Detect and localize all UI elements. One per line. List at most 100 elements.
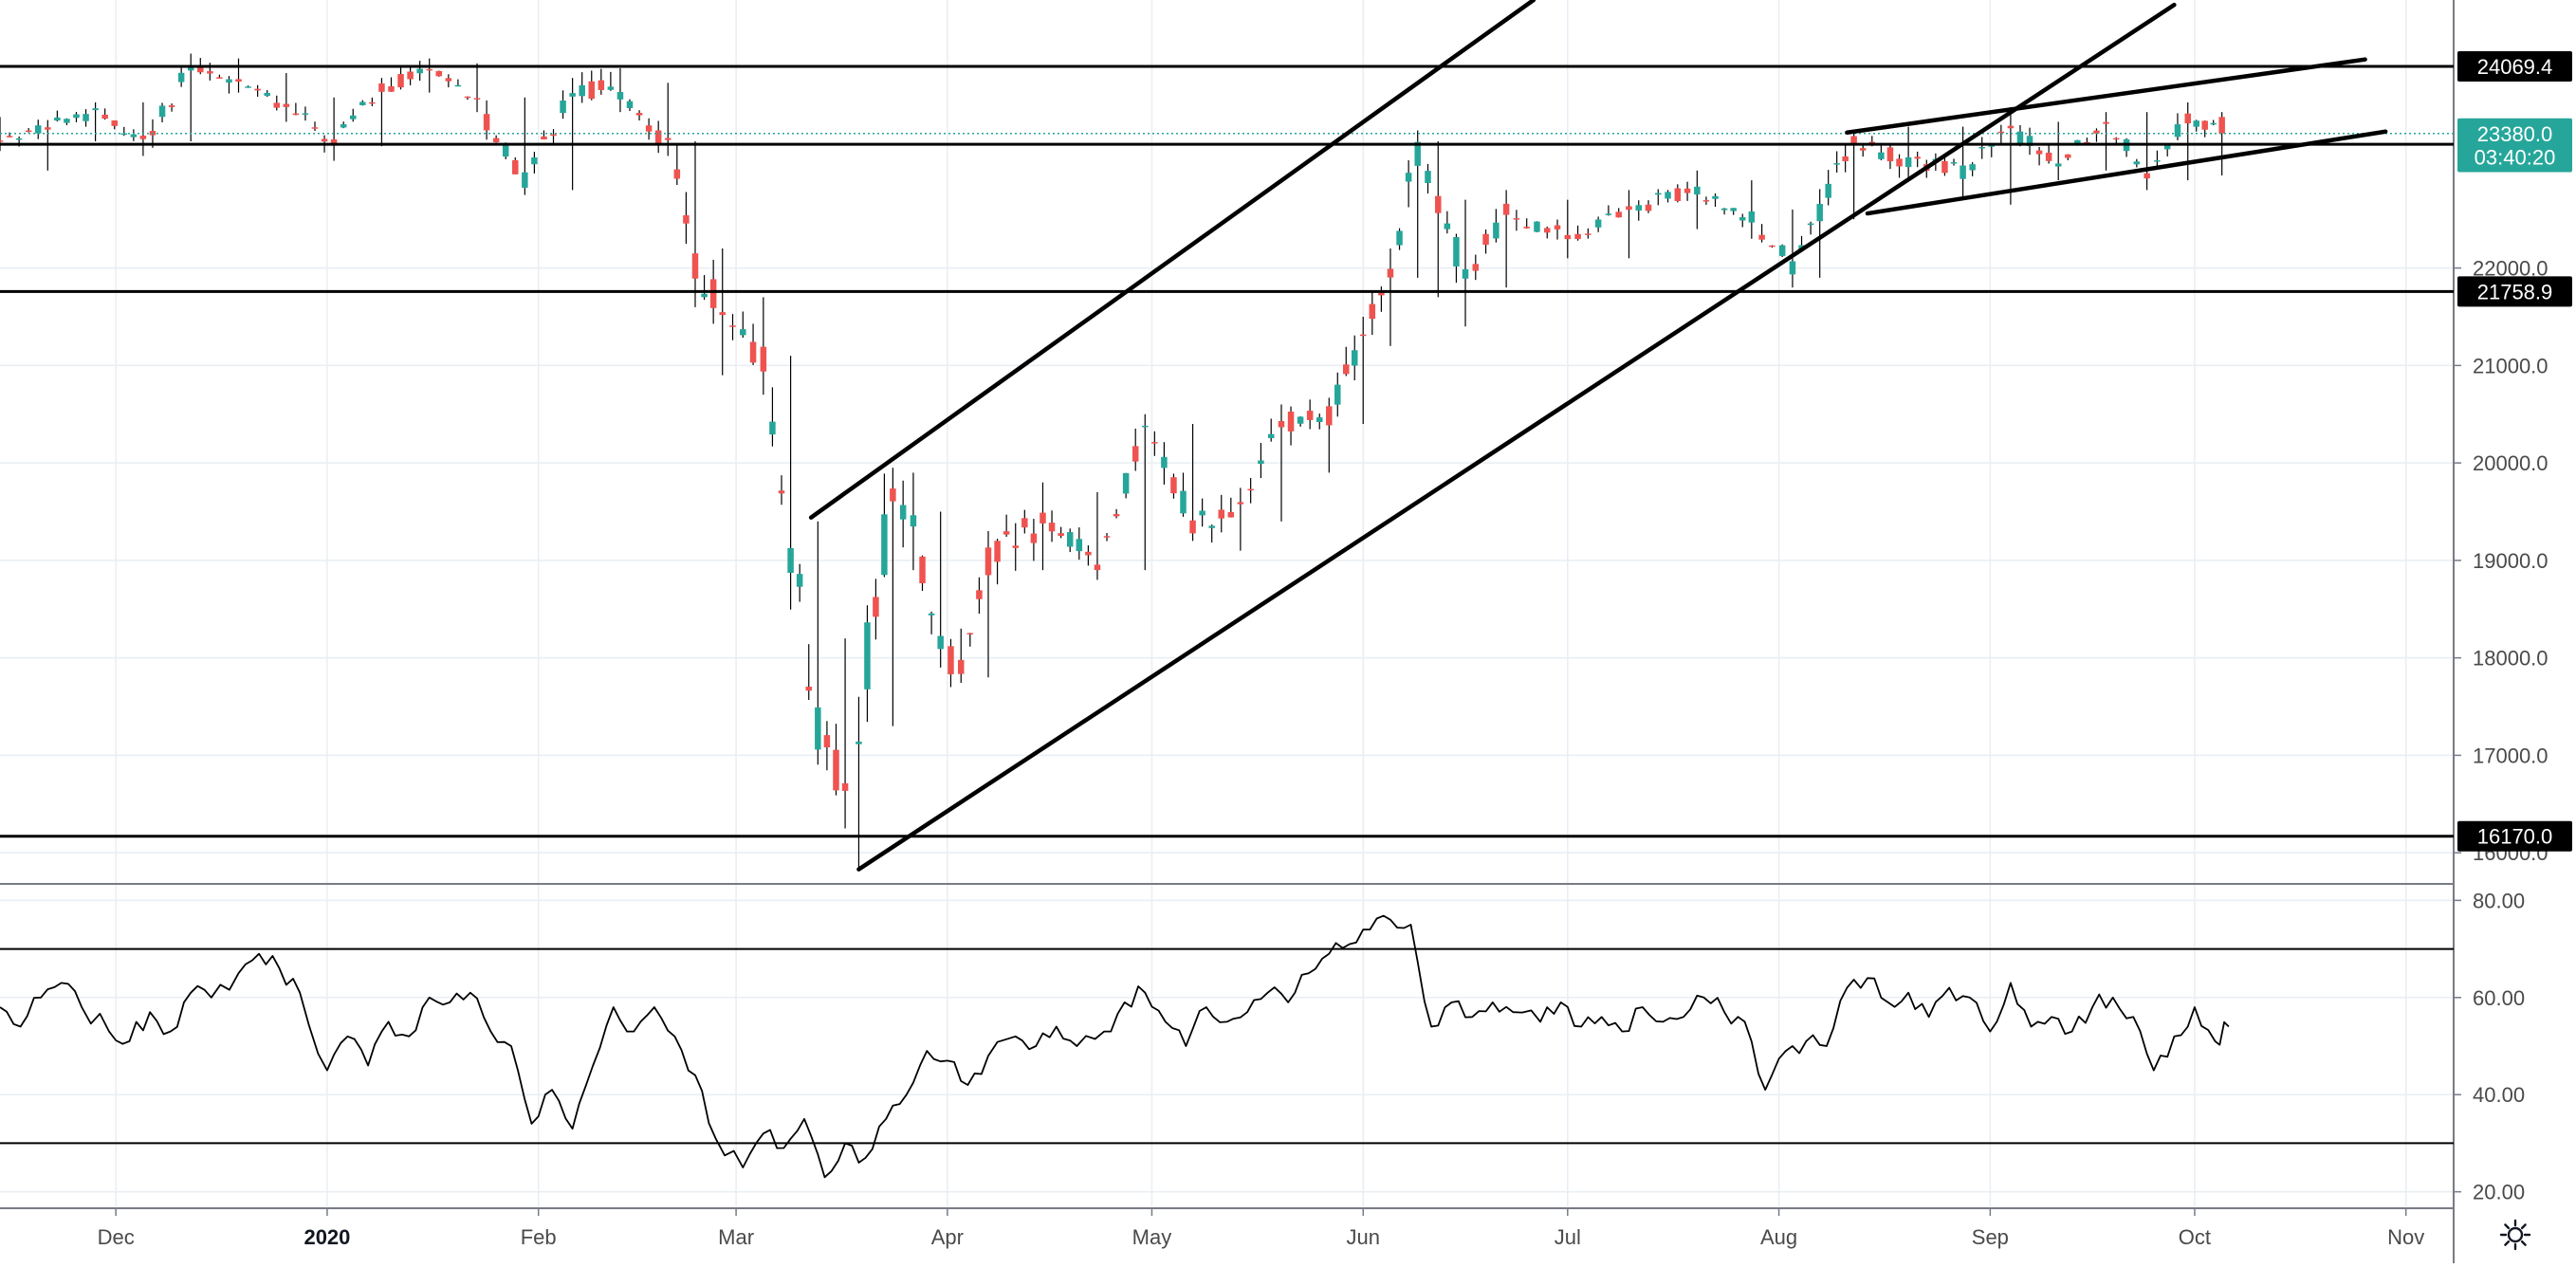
candle-down[interactable]	[1684, 188, 1691, 193]
candle-up[interactable]	[416, 68, 423, 74]
candle-down[interactable]	[111, 119, 118, 126]
candle-down[interactable]	[1326, 406, 1333, 426]
candle-down[interactable]	[598, 80, 605, 90]
candle-down[interactable]	[2065, 154, 2071, 158]
settings-button[interactable]	[2455, 1206, 2576, 1263]
candle-down[interactable]	[2144, 173, 2150, 179]
candle-down[interactable]	[919, 556, 926, 583]
candle-down[interactable]	[805, 687, 813, 691]
candle-up[interactable]	[579, 84, 585, 97]
candle-down[interactable]	[645, 125, 653, 132]
candle-up[interactable]	[1969, 164, 1976, 171]
candle-down[interactable]	[1085, 551, 1092, 556]
candle-up[interactable]	[1425, 171, 1431, 183]
candle-down[interactable]	[691, 253, 699, 279]
candle-down[interactable]	[1040, 512, 1046, 524]
candle-down[interactable]	[445, 78, 452, 82]
candle-down[interactable]	[1758, 234, 1765, 240]
candle-up[interactable]	[626, 101, 634, 108]
candle-up[interactable]	[2210, 122, 2217, 125]
candle-up[interactable]	[502, 143, 509, 157]
candle-up[interactable]	[130, 134, 138, 138]
candle-up[interactable]	[1635, 205, 1642, 211]
candle-down[interactable]	[1012, 545, 1019, 548]
candle-down[interactable]	[1850, 136, 1857, 146]
candle-down[interactable]	[283, 103, 290, 107]
candle-down[interactable]	[588, 81, 596, 100]
candle-down[interactable]	[957, 659, 965, 674]
candle-up[interactable]	[1878, 152, 1885, 159]
candle-down[interactable]	[966, 633, 974, 634]
candle-down[interactable]	[1132, 446, 1139, 462]
candle-down[interactable]	[749, 341, 757, 363]
trendline[interactable]	[808, 0, 1536, 520]
candle-down[interactable]	[2113, 138, 2120, 140]
trendlines[interactable]	[808, 0, 2388, 872]
candle-down[interactable]	[654, 130, 662, 144]
candle-down[interactable]	[948, 646, 954, 674]
candle-up[interactable]	[83, 114, 89, 121]
candle-down[interactable]	[1859, 148, 1867, 151]
candle-down[interactable]	[823, 735, 831, 748]
candle-up[interactable]	[158, 105, 166, 118]
candle-up[interactable]	[2133, 161, 2141, 165]
candle-up[interactable]	[1825, 183, 1831, 198]
candle-down[interactable]	[1941, 160, 1948, 174]
candle-down[interactable]	[1523, 227, 1530, 229]
candle-down[interactable]	[1914, 156, 1921, 159]
candle-up[interactable]	[92, 108, 99, 111]
candle-up[interactable]	[616, 92, 624, 100]
candle-up[interactable]	[1594, 219, 1602, 228]
candle-up[interactable]	[54, 117, 61, 121]
candle-up[interactable]	[1534, 221, 1540, 232]
candle-up[interactable]	[1833, 163, 1840, 165]
candle-up[interactable]	[560, 101, 566, 114]
candle-down[interactable]	[841, 782, 849, 791]
candle-up[interactable]	[2154, 160, 2161, 162]
candle-down[interactable]	[1151, 442, 1158, 444]
candle-up[interactable]	[1778, 245, 1786, 256]
candle-down[interactable]	[435, 70, 443, 77]
candle-up[interactable]	[1161, 456, 1168, 469]
candle-up[interactable]	[1180, 490, 1187, 514]
candle-up[interactable]	[769, 421, 776, 435]
candle-down[interactable]	[664, 138, 672, 140]
candle-down[interactable]	[168, 105, 175, 107]
candle-up[interactable]	[340, 124, 347, 128]
candle-up[interactable]	[1748, 211, 1756, 223]
candle-up[interactable]	[2016, 131, 2024, 145]
candle-down[interactable]	[1030, 533, 1038, 543]
candle-up[interactable]	[1208, 525, 1215, 528]
candle-down[interactable]	[254, 88, 261, 91]
candle-down[interactable]	[1048, 523, 1056, 532]
candle-up[interactable]	[910, 515, 917, 527]
candle-down[interactable]	[1842, 156, 1849, 161]
candle-down[interactable]	[541, 136, 547, 140]
candle-down[interactable]	[709, 279, 717, 308]
candle-down[interactable]	[1103, 536, 1111, 538]
candle-up[interactable]	[302, 113, 309, 115]
candle-down[interactable]	[25, 130, 32, 133]
candle-down[interactable]	[1502, 203, 1510, 215]
candle-up[interactable]	[856, 741, 862, 744]
candle-up[interactable]	[815, 707, 821, 750]
candle-down[interactable]	[2093, 130, 2100, 134]
candle-down[interactable]	[330, 138, 338, 146]
candle-up[interactable]	[881, 514, 888, 576]
candle-down[interactable]	[1278, 420, 1285, 428]
candle-down[interactable]	[1645, 204, 1652, 211]
candle-down[interactable]	[550, 134, 557, 137]
trendline[interactable]	[1845, 57, 2367, 136]
candle-up[interactable]	[64, 119, 70, 123]
candle-down[interactable]	[1702, 200, 1710, 202]
candle-up[interactable]	[187, 65, 194, 71]
candle-up[interactable]	[1978, 146, 1985, 149]
candle-up[interactable]	[740, 329, 746, 336]
candle-up[interactable]	[2074, 139, 2081, 145]
candle-up[interactable]	[1076, 539, 1083, 552]
candle-up[interactable]	[2193, 120, 2199, 127]
candle-down[interactable]	[984, 547, 992, 576]
candle-up[interactable]	[787, 547, 794, 573]
candle-down[interactable]	[1359, 334, 1367, 337]
candle-up[interactable]	[1988, 145, 1996, 147]
